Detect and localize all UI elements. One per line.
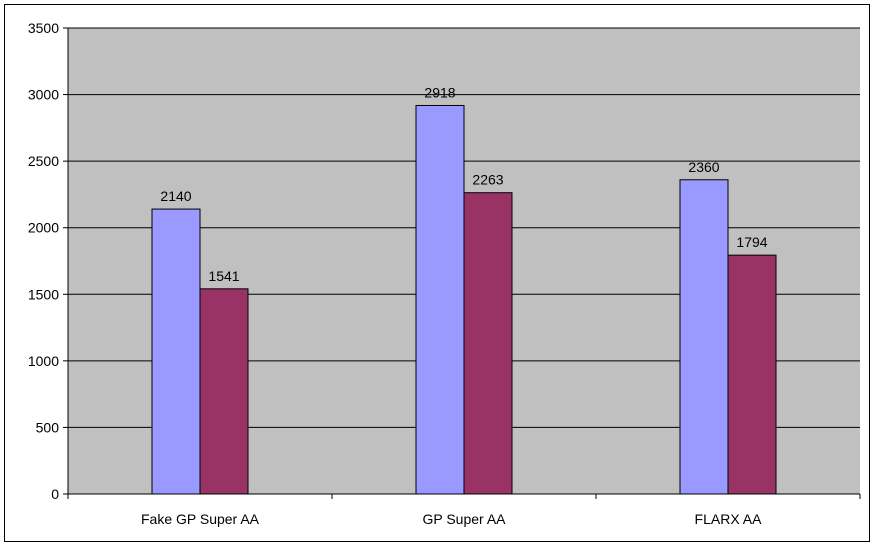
y-tick-label: 500	[36, 419, 60, 435]
bar	[463, 192, 513, 495]
y-tick-label: 0	[51, 486, 59, 502]
y-tick-label: 1000	[28, 353, 59, 369]
y-tick-label: 2500	[28, 153, 59, 169]
x-tick-label: Fake GP Super AA	[141, 511, 260, 527]
bar	[415, 104, 465, 495]
y-tick-label: 3000	[28, 87, 59, 103]
y-tick-label: 1500	[28, 286, 59, 302]
bar	[727, 254, 777, 495]
bar	[679, 179, 729, 495]
bar	[199, 288, 249, 495]
data-label: 2263	[472, 172, 503, 188]
labels: 0 500 1000 1500 2000 2500 3000 3500 2140 1541 Fake…	[28, 20, 768, 527]
y-tick-label: 2000	[28, 220, 59, 236]
y-tick-label: 3500	[28, 20, 59, 36]
data-label: 2360	[688, 159, 719, 175]
x-tick-label: GP Super AA	[422, 511, 506, 527]
data-label: 2918	[424, 84, 455, 100]
data-label: 2140	[160, 188, 191, 204]
axes	[63, 27, 861, 499]
data-label: 1541	[208, 268, 239, 284]
x-tick-label: FLARX AA	[695, 511, 763, 527]
data-label: 1794	[736, 234, 767, 250]
bar	[151, 208, 201, 495]
